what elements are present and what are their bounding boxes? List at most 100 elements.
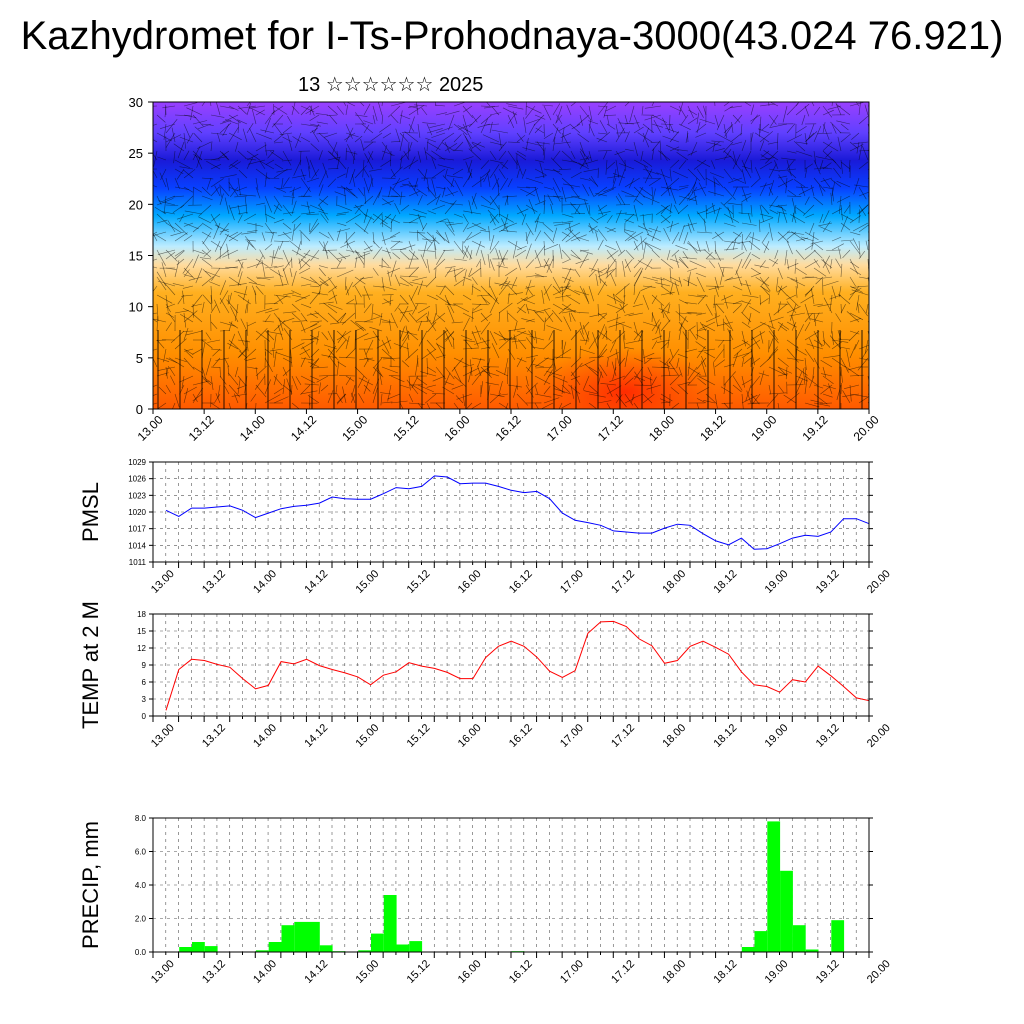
wind-barb xyxy=(624,258,631,273)
wind-barb xyxy=(487,292,500,305)
wind-barb xyxy=(517,339,527,350)
wind-barb xyxy=(858,143,863,161)
wind-barb xyxy=(380,392,392,395)
wind-barb xyxy=(781,157,797,161)
wind-barb xyxy=(795,126,807,134)
wind-barb xyxy=(214,224,230,233)
wind-barb xyxy=(226,299,239,314)
wind-barb xyxy=(705,204,708,219)
wind-barb xyxy=(823,297,833,314)
wind-barb xyxy=(442,175,455,188)
wind-barb xyxy=(252,109,257,125)
wind-barb xyxy=(774,249,779,260)
wind-barb xyxy=(746,339,761,349)
wind-barb xyxy=(201,258,213,267)
wind-barb xyxy=(687,213,695,232)
wind-barb xyxy=(390,248,407,251)
precip-xtick-label: 20.00 xyxy=(865,958,893,986)
wind-barb xyxy=(606,161,616,170)
wind-barb xyxy=(507,141,520,143)
wind-barb xyxy=(327,303,343,310)
wind-barb xyxy=(237,294,251,305)
wind-barb xyxy=(534,276,547,278)
wind-barb xyxy=(851,289,869,296)
wind-barb xyxy=(543,202,545,215)
wind-barb xyxy=(378,186,383,198)
wind-barb xyxy=(214,393,221,403)
wind-barb xyxy=(414,104,428,107)
wind-barb xyxy=(201,240,210,251)
wind-barb xyxy=(515,152,527,161)
wind-barb xyxy=(153,348,158,351)
wind-barb xyxy=(759,370,765,386)
wind-barb xyxy=(624,312,635,316)
wind-barb xyxy=(392,177,401,190)
wind-barb xyxy=(660,401,671,404)
temp-ytick-label: 6 xyxy=(142,678,147,687)
wind-barb xyxy=(544,312,554,323)
wind-barb xyxy=(583,168,599,172)
wind-barb xyxy=(354,303,356,319)
wind-barb xyxy=(742,301,752,305)
wind-barb xyxy=(381,235,396,242)
wind-barb xyxy=(426,186,437,199)
wind-barb xyxy=(744,150,752,166)
wind-barb xyxy=(371,303,374,320)
wind-barb xyxy=(804,249,816,260)
wind-barb xyxy=(185,350,194,359)
wind-barb xyxy=(439,200,455,206)
wind-barb xyxy=(489,193,500,206)
wind-barb xyxy=(516,208,529,215)
wind-barb xyxy=(639,213,653,217)
wind-barb xyxy=(660,214,671,224)
wind-barb xyxy=(417,123,421,138)
wind-barb xyxy=(642,177,660,179)
wind-barb xyxy=(273,103,275,116)
wind-barb xyxy=(309,114,320,122)
wind-barb xyxy=(723,363,735,368)
wind-barb xyxy=(153,258,158,261)
wind-barb xyxy=(181,294,194,297)
wind-barb xyxy=(255,384,267,398)
wind-barb xyxy=(732,231,741,237)
wind-barb xyxy=(579,114,583,126)
wind-barb xyxy=(183,132,186,149)
wind-barb xyxy=(822,186,833,190)
wind-barb xyxy=(201,123,214,126)
wind-barb xyxy=(237,120,240,134)
wind-barb xyxy=(442,249,455,251)
wind-barb xyxy=(179,136,194,143)
profile-xtick-label: 16.12 xyxy=(493,412,524,443)
wind-barb xyxy=(286,378,293,395)
wind-barb xyxy=(597,281,606,296)
precip-ylabel: PRECIP, mm xyxy=(78,821,103,949)
wind-barb xyxy=(183,150,190,161)
wind-barb xyxy=(588,334,599,350)
wind-barb xyxy=(282,379,285,395)
wind-barb xyxy=(201,195,213,201)
wind-barb xyxy=(768,366,786,375)
wind-barb xyxy=(624,102,630,107)
wind-barb xyxy=(786,258,790,270)
wind-barb xyxy=(723,102,730,107)
wind-barb xyxy=(255,132,272,140)
wind-barb xyxy=(618,168,626,186)
wind-barb xyxy=(224,233,239,242)
wind-barb xyxy=(642,393,655,404)
wind-barb xyxy=(795,249,805,261)
wind-barb xyxy=(463,105,473,113)
wind-barb xyxy=(516,168,520,179)
wind-barb xyxy=(730,132,743,143)
wind-barb xyxy=(379,213,392,225)
wind-barb xyxy=(696,276,705,293)
wind-barb xyxy=(444,191,458,197)
wind-barb xyxy=(802,368,806,386)
wind-barb xyxy=(154,233,167,242)
wind-barb xyxy=(246,222,264,227)
wind-barb xyxy=(228,333,236,350)
wind-barb xyxy=(830,179,842,188)
wind-barb xyxy=(493,222,509,231)
wind-barb xyxy=(300,123,318,127)
wind-barb xyxy=(417,280,424,296)
wind-barb xyxy=(532,364,545,368)
